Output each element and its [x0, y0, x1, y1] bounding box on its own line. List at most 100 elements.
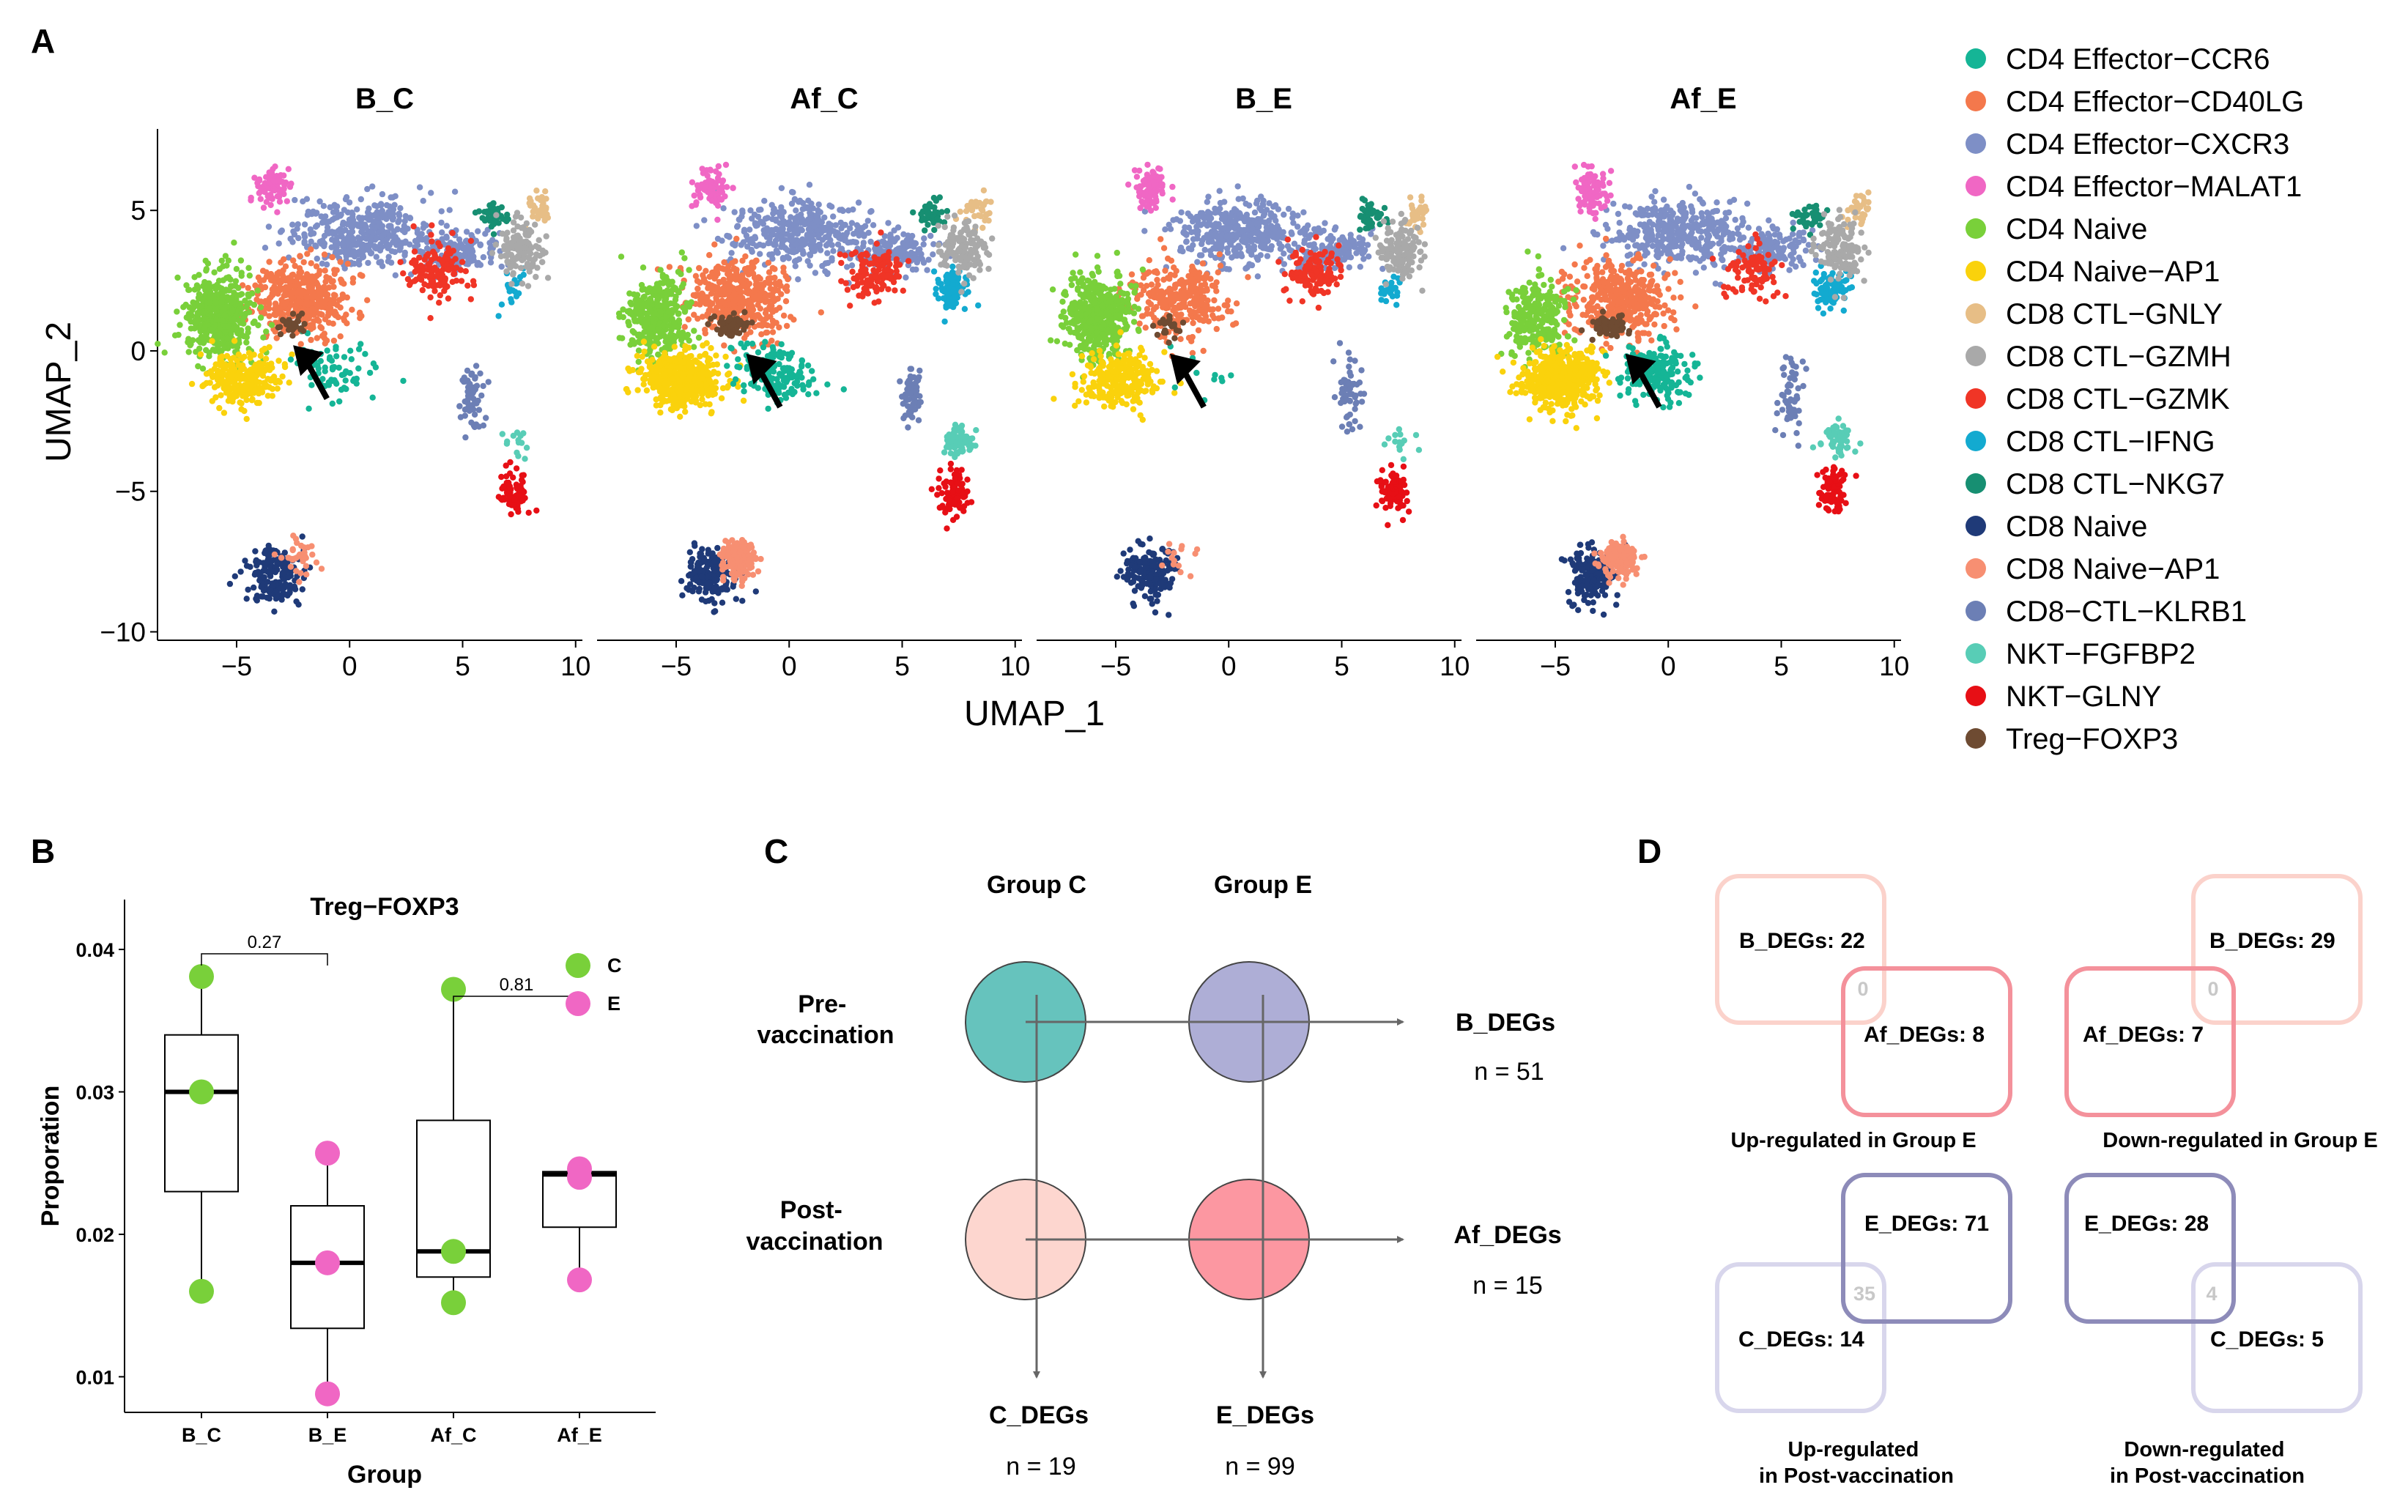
umap-point — [449, 258, 456, 265]
umap-point — [663, 398, 670, 404]
umap-point — [683, 300, 690, 307]
umap-point — [373, 253, 379, 260]
umap-point — [667, 332, 674, 338]
umap-point — [653, 396, 659, 403]
umap-point — [732, 242, 738, 249]
umap-point — [664, 390, 670, 396]
umap-point — [764, 322, 771, 329]
umap-point — [522, 456, 528, 462]
umap-point — [498, 204, 505, 211]
umap-point — [533, 207, 540, 215]
umap-point — [297, 289, 303, 296]
umap-points — [615, 161, 996, 615]
umap-point — [519, 281, 526, 287]
umap-point — [813, 390, 820, 396]
umap-point — [651, 344, 658, 350]
umap-point — [314, 296, 322, 303]
umap-point — [725, 288, 732, 295]
umap-point — [655, 351, 662, 358]
umap-point — [517, 483, 524, 489]
umap-point — [290, 228, 297, 235]
umap-point — [768, 337, 775, 344]
umap-point — [378, 233, 385, 240]
umap-point — [357, 309, 363, 316]
umap-point — [292, 196, 298, 204]
umap-point — [804, 258, 811, 264]
umap-point — [517, 264, 525, 271]
umap-point — [324, 347, 330, 354]
umap-point — [733, 235, 740, 242]
y-tick-label: −5 — [115, 477, 146, 507]
umap-point — [185, 315, 192, 322]
umap-point — [191, 274, 198, 281]
umap-point — [356, 261, 363, 268]
umap-point — [868, 208, 875, 215]
umap-point — [493, 212, 500, 218]
umap-point — [480, 382, 486, 390]
umap-point — [322, 267, 328, 274]
umap-point — [257, 314, 264, 321]
umap-point — [504, 258, 511, 265]
umap-point — [396, 217, 402, 224]
umap-point — [769, 344, 777, 350]
umap-point — [212, 286, 219, 292]
umap-point — [429, 238, 435, 245]
umap-point — [192, 316, 199, 324]
umap-point — [280, 275, 286, 282]
umap-point — [245, 325, 251, 332]
umap-point — [477, 242, 484, 248]
umap-point — [349, 306, 355, 313]
umap-point — [760, 242, 767, 249]
umap-point — [336, 398, 343, 405]
umap-point — [251, 584, 257, 591]
umap-point — [245, 284, 251, 292]
umap-point — [342, 377, 349, 384]
umap-point — [514, 232, 522, 239]
umap-point — [419, 286, 426, 294]
umap-point — [527, 198, 534, 204]
umap-point — [536, 237, 542, 243]
umap-point — [301, 221, 308, 228]
umap-point — [397, 245, 404, 251]
umap-point — [267, 377, 274, 384]
umap-point — [671, 344, 678, 350]
umap-point — [740, 239, 747, 245]
umap-point — [245, 349, 253, 356]
umap-point — [420, 198, 426, 204]
umap-point — [618, 253, 625, 260]
umap-point — [313, 243, 319, 250]
umap-point — [531, 256, 538, 262]
umap-point — [290, 533, 297, 539]
umap-point — [782, 298, 790, 305]
umap-point — [218, 392, 224, 399]
umap-point — [217, 354, 223, 360]
umap-point — [313, 559, 320, 566]
umap-point — [834, 230, 842, 237]
umap-point — [785, 276, 791, 283]
umap-point — [262, 284, 269, 291]
umap-point — [730, 185, 736, 191]
umap-point — [522, 250, 528, 256]
umap-point — [746, 288, 752, 294]
umap-point — [267, 572, 273, 579]
umap-point — [323, 261, 330, 268]
umap-point — [859, 279, 865, 286]
umap-point — [388, 225, 394, 231]
umap-point — [308, 336, 314, 344]
umap-point — [653, 284, 660, 291]
umap-point — [189, 337, 196, 344]
umap-point — [289, 221, 296, 228]
umap-point — [714, 216, 721, 223]
umap-point — [770, 289, 777, 295]
umap-point — [519, 497, 526, 504]
umap-point — [757, 251, 763, 257]
umap-point — [251, 318, 258, 325]
umap-point — [744, 340, 751, 347]
umap-point — [275, 177, 282, 184]
x-tick-label: 0 — [342, 651, 358, 681]
umap-point — [740, 397, 747, 404]
umap-point — [331, 238, 338, 245]
umap-point — [873, 273, 879, 280]
umap-point — [456, 403, 463, 410]
